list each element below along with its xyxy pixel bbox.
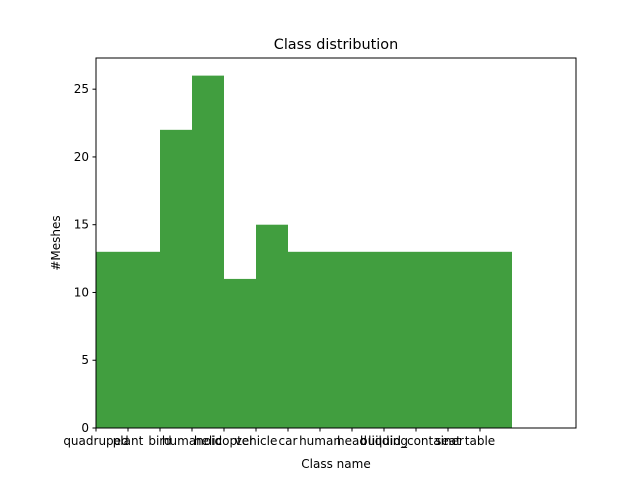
- y-tick-label: 0: [81, 421, 89, 435]
- chart-title: Class distribution: [274, 37, 398, 53]
- x-tick-label-humanoid: humanoid: [162, 434, 222, 448]
- x-axis-label: Class name: [301, 457, 370, 471]
- x-tick-label-car: car: [279, 434, 298, 448]
- y-tick-label: 25: [74, 82, 89, 96]
- x-tick-label-table: table: [465, 434, 495, 448]
- x-tick-label-seat: seat: [435, 434, 461, 448]
- bar-liquid-container: [416, 251, 448, 428]
- y-axis-label: #Meshes: [49, 215, 63, 270]
- x-tick-label-human: human: [299, 434, 341, 448]
- x-tick-label-building: building: [360, 434, 408, 448]
- y-tick-label: 10: [74, 285, 89, 299]
- x-tick-label-head: head: [337, 434, 367, 448]
- x-tick-label-helicopter: helicopter: [194, 434, 254, 448]
- x-tick-label-bird: bird: [148, 434, 171, 448]
- bar-human: [320, 251, 352, 428]
- x-tick-label-vehicle: vehicle: [235, 434, 278, 448]
- y-ticks: 0 5 10 15 20 25: [74, 82, 96, 435]
- y-tick-label: 15: [74, 218, 89, 232]
- bar-helicopter: [224, 278, 256, 428]
- plot-frame: [95, 57, 577, 429]
- bar-building: [384, 251, 416, 428]
- bar-seat: [448, 251, 480, 428]
- x-tick-label-plant: plant: [113, 434, 144, 448]
- x-tick-label-quadruped: quadruped: [63, 434, 128, 448]
- bars-layer: [96, 75, 512, 429]
- bar-car: [288, 251, 320, 428]
- bar-humanoid: [192, 75, 224, 428]
- bar-bird: [160, 129, 192, 429]
- bar-quadruped: [96, 251, 128, 428]
- axes-layer: [95, 57, 577, 429]
- x-tick-label-liquid-container: liquid_container: [368, 434, 464, 448]
- bar-vehicle: [256, 224, 288, 428]
- bar-table: [480, 251, 512, 428]
- y-tick-label: 5: [81, 353, 89, 367]
- bar-plant: [128, 251, 160, 428]
- bar-head: [352, 251, 384, 428]
- y-tick-label: 20: [74, 150, 89, 164]
